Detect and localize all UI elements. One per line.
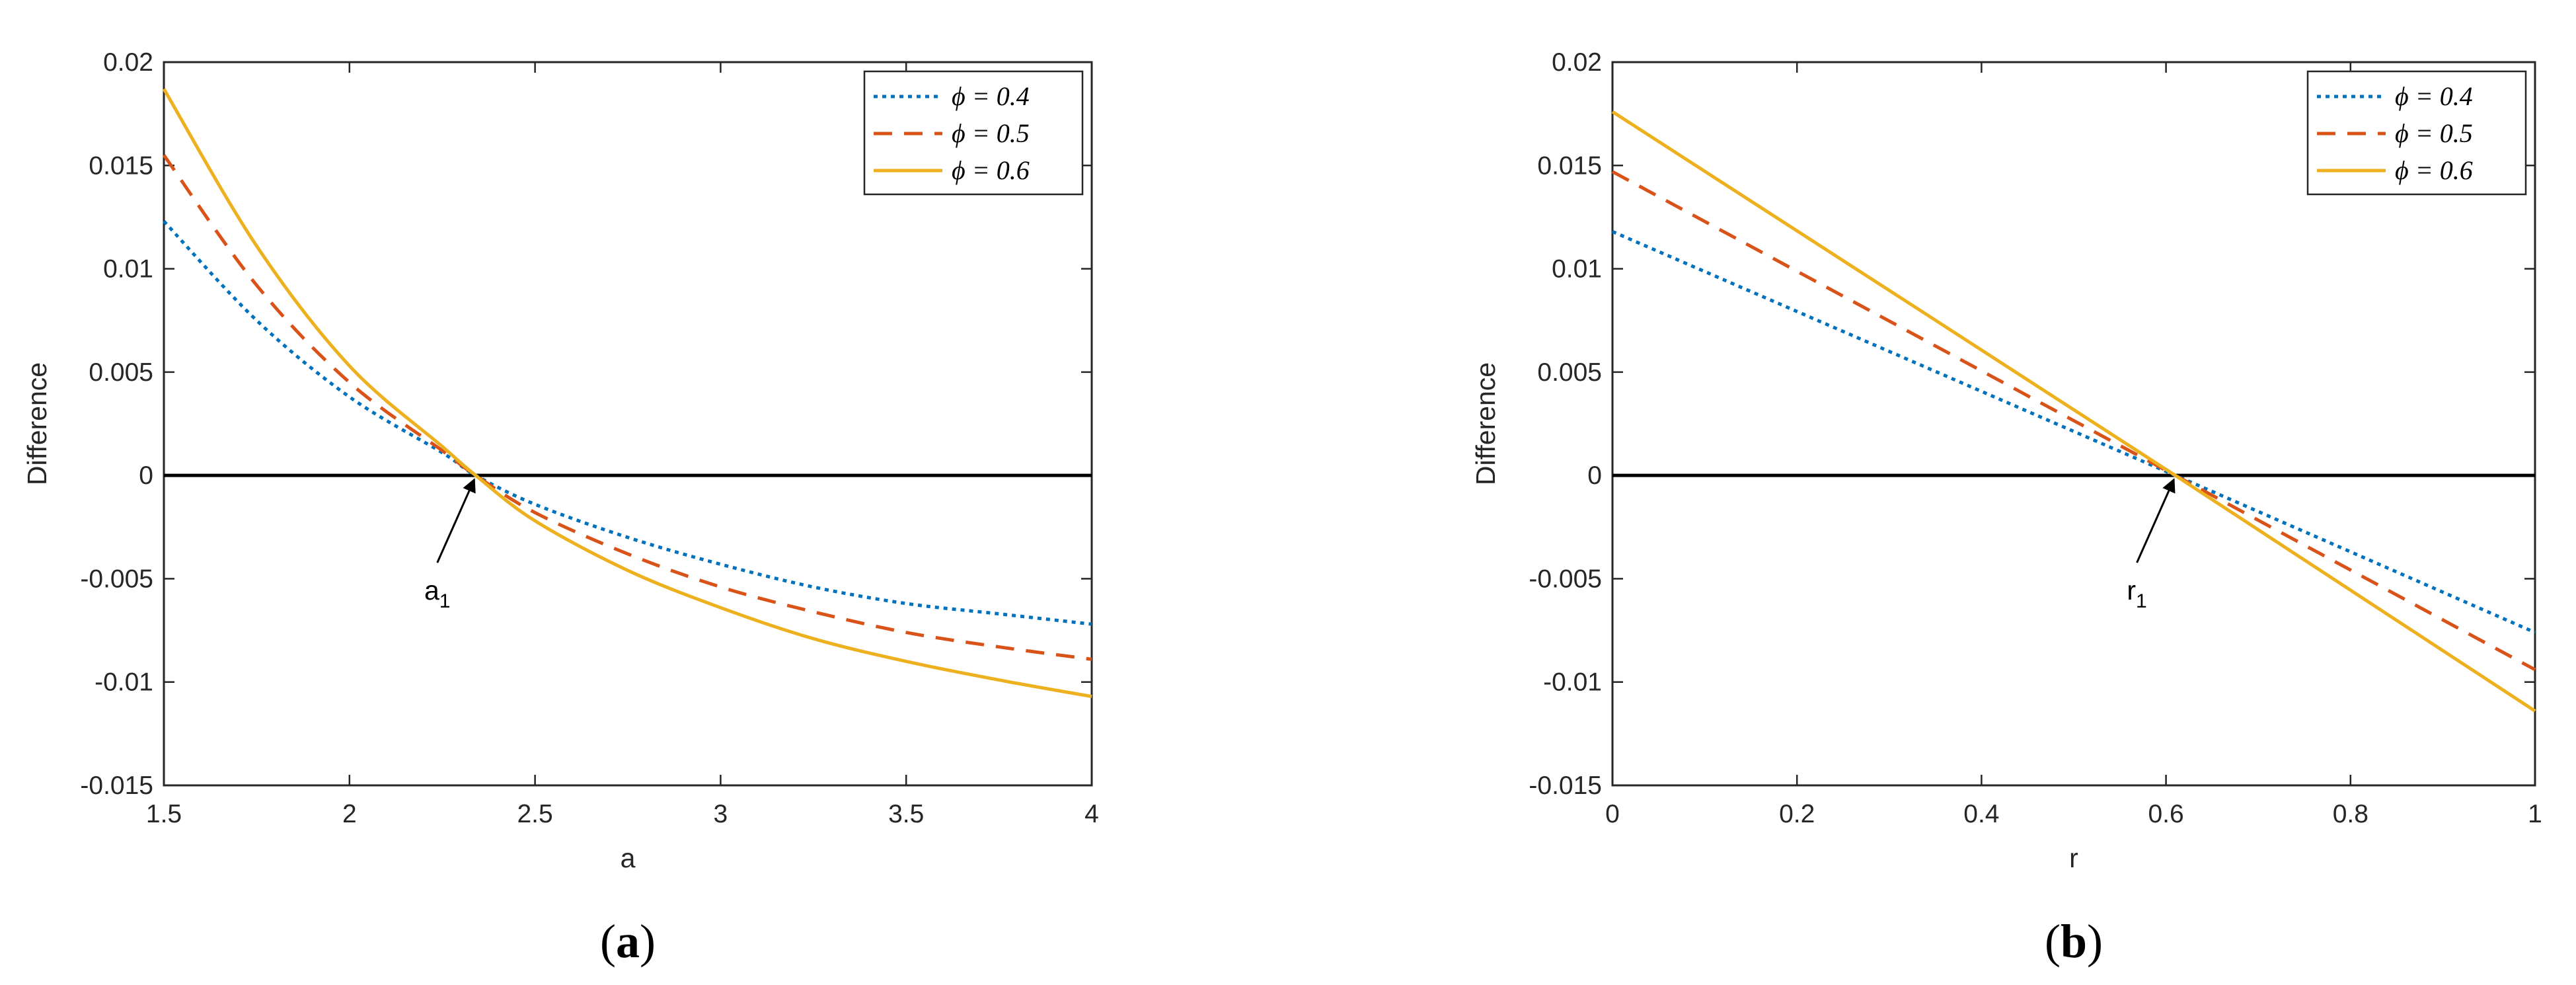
y-tick-label: 0.015 (89, 151, 153, 180)
annotation-label: a1 (424, 575, 451, 612)
x-tick-label: 0.2 (1779, 800, 1815, 828)
y-tick-label: -0.005 (1529, 565, 1602, 593)
series-line-phi-0.6 (1611, 110, 2536, 713)
annotation-symbol: a (424, 575, 439, 606)
panel-caption: (a) (600, 915, 656, 968)
y-tick-label: 0 (139, 461, 153, 490)
x-tick-label: 0.6 (2148, 800, 2183, 828)
series-line-phi-0.4 (163, 219, 1092, 626)
legend-label-phi-0.6: ϕ = 0.6 (952, 155, 1030, 185)
y-tick-label: -0.01 (95, 668, 153, 697)
panel-caption: (b) (2045, 915, 2103, 968)
y-tick-label: 0.005 (1537, 358, 1602, 387)
caption-open-paren: ( (600, 915, 616, 968)
legend-box (2306, 70, 2527, 196)
y-tick-label: -0.015 (80, 771, 153, 800)
x-tick-label: 1 (2528, 800, 2542, 828)
legend-label-phi-0.5: ϕ = 0.5 (952, 118, 1030, 148)
x-tick-label: 2 (342, 800, 357, 828)
x-tick-label: 3.5 (888, 800, 924, 828)
chart-panel-b: 0 0.2 0.4 0.6 0.8 1 -0.015 -0.01 -0.005 0 0.005 0.0… (1470, 48, 2542, 968)
annotation-a1: a1 (424, 478, 476, 612)
legend-b: ϕ = 0.4 ϕ = 0.5 ϕ = 0.6 (2306, 70, 2527, 196)
chart-panel-a: 1.5 2 2.5 3 3.5 4 -0.015 -0.01 -0.005 0 0.005 0.01 0… (22, 48, 1099, 968)
annotation-subscript: 1 (439, 590, 451, 612)
series-line-phi-0.4 (1612, 230, 2536, 634)
x-tick-label: 2.5 (517, 800, 552, 828)
annotation-r1: r1 (2127, 478, 2176, 612)
series-line-phi-0.6 (162, 88, 1092, 699)
annotation-arrow (2136, 478, 2176, 563)
x-tick-label: 0.8 (2333, 800, 2368, 828)
annotation-arrow (436, 478, 476, 563)
y-tick-label: -0.015 (1529, 771, 1602, 800)
x-tick-label: 4 (1084, 800, 1099, 828)
caption-letter: b (2061, 915, 2087, 968)
y-tick-label: 0.015 (1537, 151, 1602, 180)
caption-close-paren: ) (640, 915, 656, 968)
y-tick-label: 0.01 (1552, 255, 1602, 284)
annotation-symbol: r (2127, 575, 2136, 606)
y-tick-label: 0.005 (89, 358, 153, 387)
caption-open-paren: ( (2045, 915, 2061, 968)
legend-label-phi-0.4: ϕ = 0.4 (2395, 81, 2473, 111)
annotation-label: r1 (2127, 575, 2146, 612)
series-line-phi-0.5 (1611, 170, 2536, 672)
caption-close-paren: ) (2087, 915, 2103, 968)
annotation-subscript: 1 (2136, 590, 2147, 612)
y-tick-label: 0 (1587, 461, 1602, 490)
x-tick-label: 3 (714, 800, 728, 828)
x-tick-label: 1.5 (146, 800, 182, 828)
legend-a: ϕ = 0.4 ϕ = 0.5 ϕ = 0.6 (863, 70, 1084, 196)
x-tick-label: 0 (1605, 800, 1620, 828)
y-axis-label: Difference (1470, 362, 1501, 485)
series-line-phi-0.5 (162, 154, 1092, 661)
y-tick-label: 0.02 (1552, 48, 1602, 77)
y-tick-label: 0.02 (103, 48, 153, 77)
caption-letter: a (616, 915, 640, 968)
legend-label-phi-0.5: ϕ = 0.5 (2395, 118, 2473, 148)
legend-label-phi-0.6: ϕ = 0.6 (2395, 155, 2473, 185)
y-axis-label: Difference (22, 362, 52, 485)
legend-box (863, 70, 1084, 196)
x-tick-label: 0.4 (1963, 800, 1999, 828)
y-tick-label: 0.01 (103, 255, 153, 284)
x-axis-label: a (621, 843, 636, 873)
plot-area-b: 0 0.2 0.4 0.6 0.8 1 -0.015 -0.01 -0.005 0 0.005 0.0… (1529, 48, 2542, 828)
legend-label-phi-0.4: ϕ = 0.4 (952, 81, 1030, 111)
y-tick-label: -0.005 (80, 565, 153, 593)
x-axis-label: r (2069, 843, 2078, 873)
y-tick-label: -0.01 (1543, 668, 1602, 697)
